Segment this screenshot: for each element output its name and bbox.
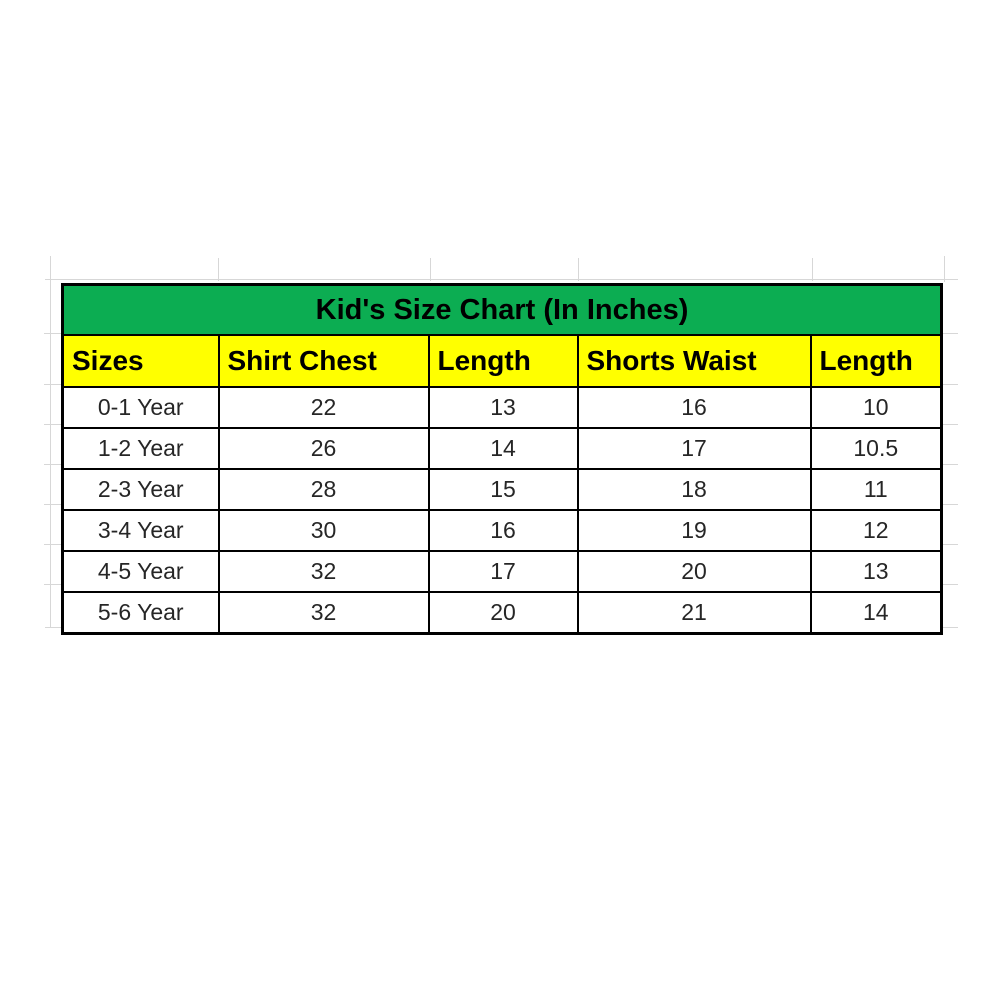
spreadsheet-gridline bbox=[812, 258, 813, 281]
spreadsheet-gridline bbox=[941, 333, 958, 334]
measurement-cell: 15 bbox=[427, 468, 579, 511]
measurement-cell: 18 bbox=[576, 468, 812, 511]
measurement-cell: 21 bbox=[576, 591, 812, 635]
column-header-length-2: Length bbox=[809, 334, 943, 388]
spreadsheet-gridline bbox=[941, 544, 958, 545]
size-label-cell: 3-4 Year bbox=[61, 509, 220, 552]
spreadsheet-gridline bbox=[44, 464, 61, 465]
size-label-cell: 2-3 Year bbox=[61, 468, 220, 511]
measurement-cell: 10 bbox=[809, 386, 943, 429]
spreadsheet-gridline bbox=[44, 424, 61, 425]
measurement-cell: 16 bbox=[576, 386, 812, 429]
column-header-sizes: Sizes bbox=[61, 334, 220, 388]
table-title: Kid's Size Chart (In Inches) bbox=[61, 283, 943, 336]
measurement-cell: 32 bbox=[217, 591, 430, 635]
table-row: 5-6 Year 32 20 21 14 bbox=[61, 591, 943, 635]
size-table-body: 0-1 Year 22 13 16 10 1-2 Year 26 14 17 10.5 2-3 Ye… bbox=[61, 386, 943, 635]
spreadsheet-gridline bbox=[44, 384, 61, 385]
table-row: 4-5 Year 32 17 20 13 bbox=[61, 550, 943, 593]
spreadsheet-gridline bbox=[941, 504, 958, 505]
size-label-cell: 1-2 Year bbox=[61, 427, 220, 470]
measurement-cell: 20 bbox=[576, 550, 812, 593]
measurement-cell: 13 bbox=[427, 386, 579, 429]
measurement-cell: 32 bbox=[217, 550, 430, 593]
table-row: 0-1 Year 22 13 16 10 bbox=[61, 386, 943, 429]
column-header-length: Length bbox=[427, 334, 579, 388]
spreadsheet-gridline bbox=[941, 384, 958, 385]
spreadsheet-gridline bbox=[430, 258, 431, 281]
measurement-cell: 20 bbox=[427, 591, 579, 635]
size-label-cell: 0-1 Year bbox=[61, 386, 220, 429]
measurement-cell: 26 bbox=[217, 427, 430, 470]
measurement-cell: 16 bbox=[427, 509, 579, 552]
measurement-cell: 14 bbox=[427, 427, 579, 470]
measurement-cell: 19 bbox=[576, 509, 812, 552]
spreadsheet-gridline bbox=[44, 504, 61, 505]
spreadsheet-gridline bbox=[44, 544, 61, 545]
measurement-cell: 28 bbox=[217, 468, 430, 511]
measurement-cell: 13 bbox=[809, 550, 943, 593]
title-row: Kid's Size Chart (In Inches) bbox=[61, 283, 943, 336]
spreadsheet-gridline bbox=[218, 258, 219, 281]
spreadsheet-gridline bbox=[578, 258, 579, 281]
measurement-cell: 10.5 bbox=[809, 427, 943, 470]
spreadsheet-gridline bbox=[45, 279, 958, 280]
measurement-cell: 14 bbox=[809, 591, 943, 635]
size-chart-table: Kid's Size Chart (In Inches) Sizes Shirt… bbox=[61, 283, 944, 635]
measurement-cell: 22 bbox=[217, 386, 430, 429]
spreadsheet-gridline bbox=[941, 584, 958, 585]
spreadsheet-gridline bbox=[941, 464, 958, 465]
table-row: 2-3 Year 28 15 18 11 bbox=[61, 468, 943, 511]
column-header-shorts-waist: Shorts Waist bbox=[576, 334, 812, 388]
measurement-cell: 30 bbox=[217, 509, 430, 552]
column-header-shirt-chest: Shirt Chest bbox=[217, 334, 430, 388]
spreadsheet-gridline bbox=[944, 256, 945, 282]
measurement-cell: 17 bbox=[427, 550, 579, 593]
table-row: 1-2 Year 26 14 17 10.5 bbox=[61, 427, 943, 470]
spreadsheet-gridline bbox=[44, 333, 61, 334]
spreadsheet-gridline bbox=[941, 424, 958, 425]
measurement-cell: 11 bbox=[809, 468, 943, 511]
spreadsheet-gridline bbox=[44, 584, 61, 585]
measurement-cell: 12 bbox=[809, 509, 943, 552]
size-label-cell: 4-5 Year bbox=[61, 550, 220, 593]
size-label-cell: 5-6 Year bbox=[61, 591, 220, 635]
measurement-cell: 17 bbox=[576, 427, 812, 470]
header-row: Sizes Shirt Chest Length Shorts Waist Le… bbox=[61, 334, 943, 388]
table-row: 3-4 Year 30 16 19 12 bbox=[61, 509, 943, 552]
spreadsheet-gridline bbox=[50, 256, 51, 628]
